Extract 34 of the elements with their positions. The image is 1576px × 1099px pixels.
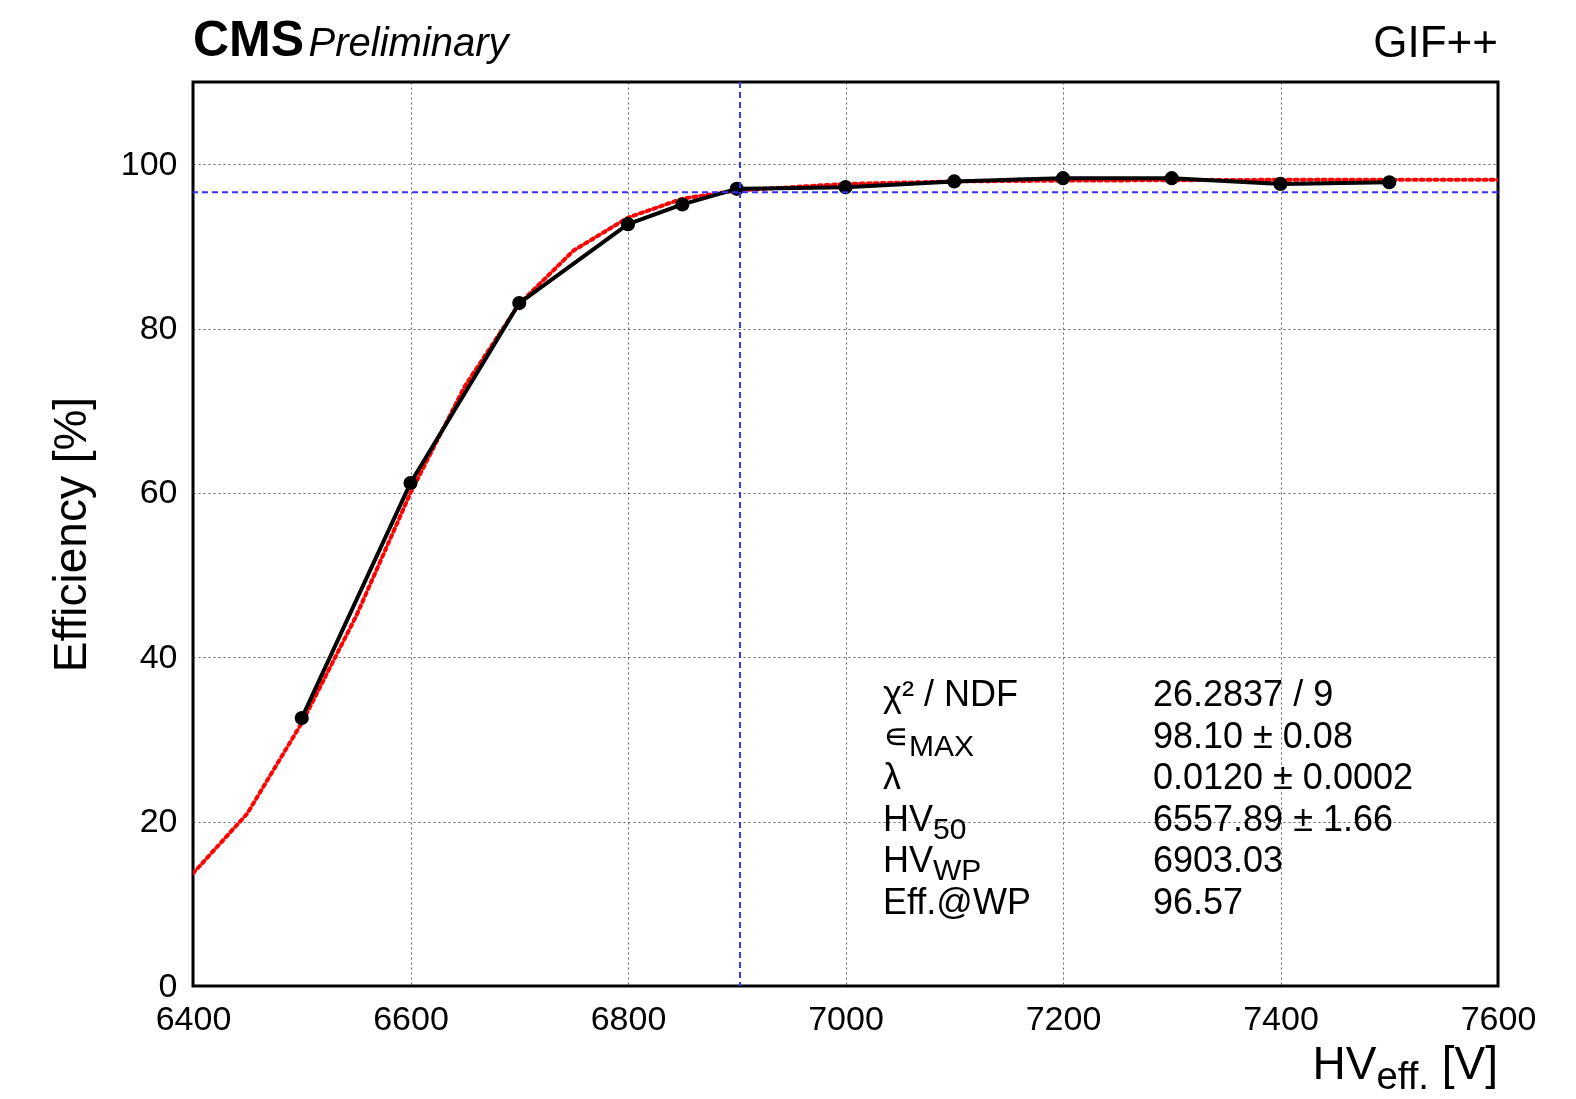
annotation: 6903.03 (1153, 839, 1284, 880)
annotation: 26.2837 / 9 (1153, 673, 1334, 714)
point (838, 180, 853, 195)
point (294, 711, 309, 726)
y-tick-label: 20 (139, 801, 178, 840)
point (675, 197, 690, 212)
y-tick-label: 100 (120, 143, 178, 182)
annotation: 0.0120 ± 0.0002 (1153, 756, 1413, 797)
chart-title: CMS (193, 11, 305, 67)
point (1164, 171, 1179, 186)
x-tick-label: 7600 (1460, 998, 1537, 1037)
annotation: 6557.89 ± 1.66 (1153, 797, 1393, 839)
text: GIF++ (1373, 17, 1498, 66)
y-tick-label: 60 (139, 472, 178, 511)
annotation: 96.57 (1153, 880, 1244, 922)
x-tick-label: 6800 (590, 998, 667, 1037)
y-tick-label: 40 (139, 636, 178, 675)
point (1055, 171, 1071, 186)
x-tick-label: 7200 (1025, 998, 1102, 1037)
chart-subtitle: Preliminary (308, 20, 509, 64)
y-tick-label: 80 (139, 308, 178, 347)
annotation: χ² / NDF (883, 673, 1018, 714)
point (620, 217, 636, 232)
point (403, 475, 418, 491)
annotation: 98.10 ± 0.08 (1153, 714, 1353, 756)
point (512, 296, 527, 311)
point (1382, 175, 1397, 190)
x-tick-label: 7400 (1243, 998, 1319, 1037)
x-axis-title: HV$_{eff.}$ [V] (1312, 1037, 1498, 1098)
x-tick-label: 7000 (808, 998, 884, 1037)
point (1273, 176, 1288, 191)
y-axis-title: Efficiency [%] (43, 396, 96, 673)
point (947, 174, 962, 189)
x-tick-label: 6600 (373, 998, 449, 1037)
